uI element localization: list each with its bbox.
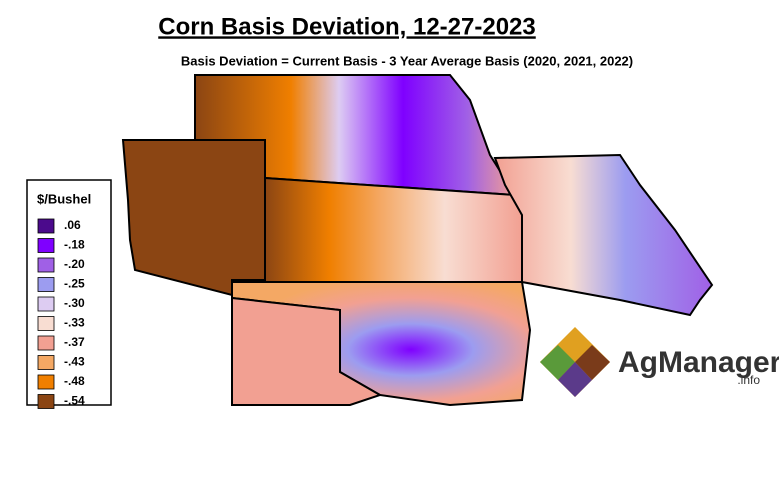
legend-swatch — [37, 296, 55, 312]
legend-swatch — [37, 316, 55, 331]
legend-swatch — [37, 218, 55, 234]
legend-label: .06 — [64, 218, 81, 232]
legend-title: $/Bushel — [37, 191, 91, 206]
legend-label: -.18 — [64, 238, 85, 252]
legend-label: -.37 — [64, 335, 85, 349]
title: Corn Basis Deviation, 12-27-2023 — [158, 13, 536, 40]
legend-label: -.48 — [64, 374, 85, 388]
colorado — [121, 139, 266, 297]
kansas — [264, 176, 523, 283]
legend-label: -.54 — [64, 394, 85, 408]
legend-label: -.33 — [64, 316, 85, 330]
texas-panhandle — [231, 296, 383, 406]
subtitle: Basis Deviation = Current Basis - 3 Year… — [181, 53, 633, 68]
legend-swatch — [37, 257, 55, 273]
legend-box — [26, 179, 112, 406]
logo-diamond-left — [540, 345, 575, 380]
logo-diamond-bottom — [558, 362, 592, 397]
legend-label: -.30 — [64, 296, 85, 310]
legend-items: .06 -.18 -.20 -.25 -.30 -.33 -.37 -.43 -.48 -.54 — [37, 218, 85, 409]
legend-swatch — [37, 238, 55, 253]
legend-label: -.20 — [64, 257, 85, 271]
legend-label: -.43 — [64, 355, 85, 369]
legend-swatch — [37, 394, 55, 409]
legend-swatch — [37, 335, 55, 351]
logo-diamond-right — [575, 345, 610, 380]
legend-swatch — [37, 374, 55, 390]
legend-swatch — [37, 355, 55, 370]
legend-label: -.25 — [64, 277, 85, 291]
logo-name: AgManager — [618, 346, 779, 379]
logo-suffix: .info — [737, 373, 760, 387]
missouri — [493, 153, 714, 317]
logo: AgManager .info — [540, 327, 779, 397]
legend-swatch — [37, 277, 55, 292]
